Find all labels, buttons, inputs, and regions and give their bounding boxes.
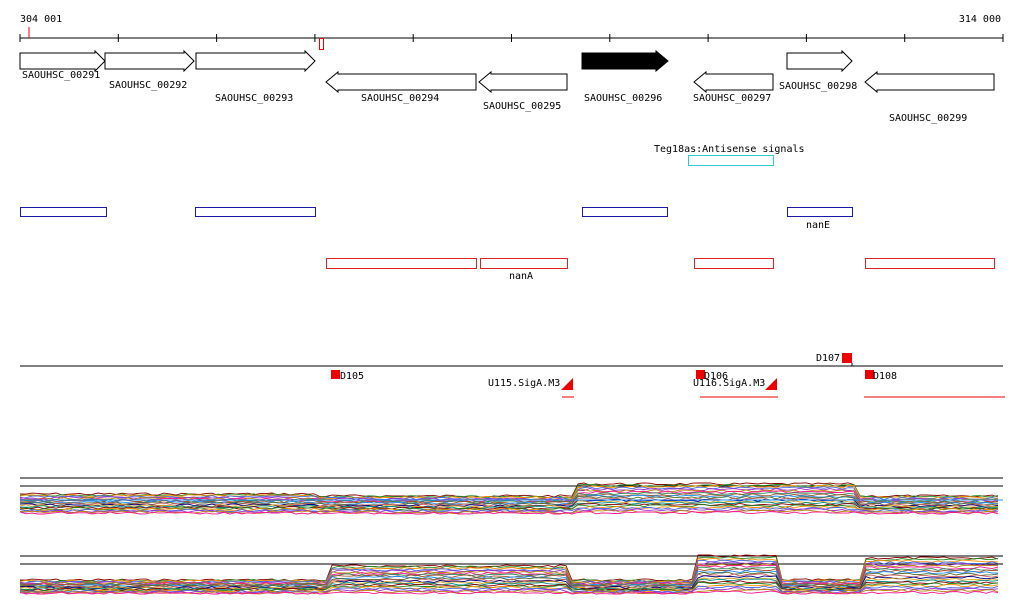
promoter-marker[interactable] [865, 370, 874, 379]
operon-region[interactable] [582, 207, 668, 217]
operon-label-nane: nanE [806, 220, 830, 231]
gene-arrow-saouhsc-00292[interactable] [104, 49, 195, 73]
expression-profile-line [19, 585, 999, 594]
expression-profile-line [19, 556, 999, 583]
gene-label-saouhsc-00296: SAOUHSC_00296 [584, 93, 662, 104]
gene-arrow-saouhsc-00291[interactable] [19, 49, 106, 73]
gene-label-saouhsc-00292: SAOUHSC_00292 [109, 80, 187, 91]
antisense-region[interactable] [688, 155, 774, 166]
ruler-start-marker [28, 27, 30, 38]
expression-profile-line [19, 563, 999, 585]
gene-arrow-saouhsc-00297[interactable] [693, 70, 774, 94]
expression-profile-line [19, 587, 999, 594]
operon-region[interactable] [865, 258, 995, 269]
expression-profile-line [19, 485, 999, 500]
expression-profile-line [19, 501, 999, 510]
operon-region[interactable] [787, 207, 853, 217]
operon-track-plus: nanE [20, 207, 853, 231]
promoter-track: D105 D106 D107 D108 U115.SigA.M3 U116.Si… [20, 353, 1005, 398]
operon-region[interactable] [195, 207, 316, 217]
gene-arrow-saouhsc-00293[interactable] [195, 49, 316, 73]
expression-profile-line [19, 500, 999, 509]
promoter-label-d105: D105 [340, 371, 364, 382]
gene-arrow-saouhsc-00294[interactable] [325, 70, 477, 94]
expression-profile-line [19, 482, 999, 498]
expression-profile-line [19, 578, 999, 591]
promoter-label-d106: D106 [704, 371, 728, 382]
promoter-label-d108: D108 [873, 371, 897, 382]
expression-track-bottom [19, 554, 1003, 595]
operon-track-minus: nanA [326, 258, 995, 282]
gene-arrow-saouhsc-00299[interactable] [864, 70, 995, 94]
antisense-track: Teg18as:Antisense signals [654, 144, 805, 166]
ruler-start-label: 304 001 [20, 14, 62, 25]
expression-profile-line [19, 508, 999, 514]
gene-arrow-saouhsc-00296[interactable] [581, 49, 669, 73]
gene-arrow-saouhsc-00298[interactable] [786, 49, 853, 73]
gene-label-saouhsc-00297: SAOUHSC_00297 [693, 93, 771, 104]
gene-track: SAOUHSC_00291 SAOUHSC_00292 SAOUHSC_0029… [19, 49, 995, 124]
operon-region[interactable] [20, 207, 107, 217]
gene-label-saouhsc-00293: SAOUHSC_00293 [215, 93, 293, 104]
gene-label-saouhsc-00294: SAOUHSC_00294 [361, 93, 439, 104]
operon-region[interactable] [480, 258, 568, 269]
operon-region[interactable] [326, 258, 477, 269]
gene-label-saouhsc-00298: SAOUHSC_00298 [779, 81, 857, 92]
expression-profile-line [19, 506, 999, 513]
promoter-marker[interactable] [331, 370, 340, 379]
expression-profile-line [19, 494, 998, 505]
operon-label-nana: nanA [509, 271, 533, 282]
operon-region[interactable] [694, 258, 774, 269]
gene-label-saouhsc-00295: SAOUHSC_00295 [483, 101, 561, 112]
coordinate-ruler: 304 001 314 000 [19, 14, 1004, 50]
promoter-marker[interactable] [696, 370, 705, 379]
expression-profile-line [19, 570, 998, 588]
gene-arrow-saouhsc-00295[interactable] [478, 70, 568, 94]
promoter-label-u116: U116.SigA.M3 [693, 378, 765, 389]
gene-label-saouhsc-00291: SAOUHSC_00291 [22, 70, 100, 81]
gene-label-saouhsc-00299: SAOUHSC_00299 [889, 113, 967, 124]
promoter-label-u115: U115.SigA.M3 [488, 378, 560, 389]
expression-track-top [19, 477, 1003, 515]
ruler-end-label: 314 000 [959, 14, 1001, 25]
promoter-marker[interactable] [842, 353, 852, 363]
expression-profile-line [19, 590, 999, 595]
expression-profile-line [19, 511, 999, 515]
expression-profile-line [19, 554, 999, 582]
promoter-label-d107: D107 [816, 353, 840, 364]
sigma-site-marker[interactable] [765, 378, 777, 390]
sigma-site-marker[interactable] [561, 378, 573, 390]
ruler-position-marker[interactable] [319, 38, 324, 50]
antisense-label: Teg18as:Antisense signals [654, 144, 805, 155]
expression-profile-line [19, 564, 999, 586]
